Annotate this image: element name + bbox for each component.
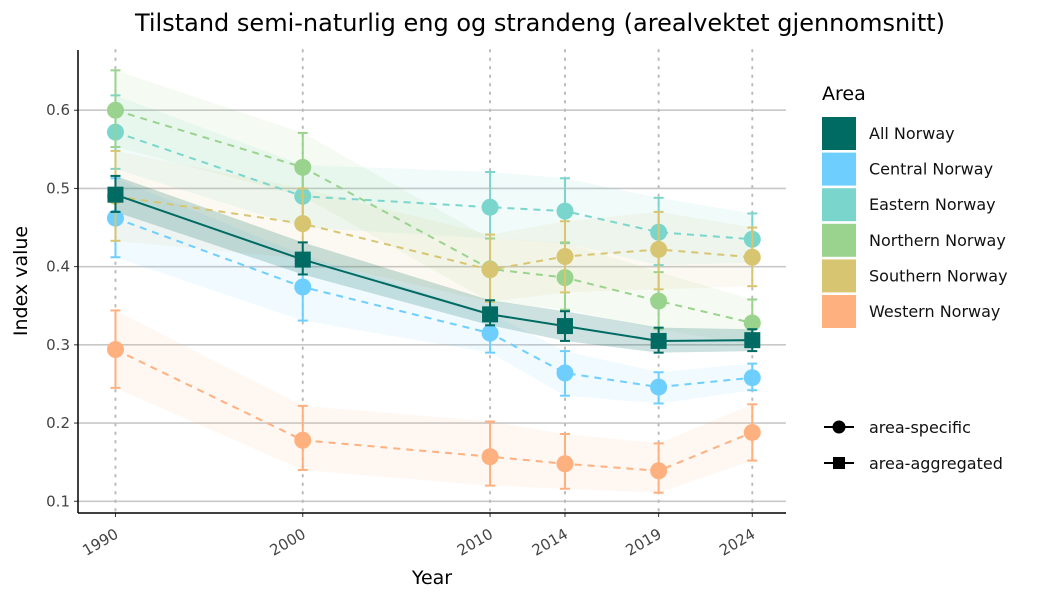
series-line-southern-norway <box>115 195 753 271</box>
ribbon-central-norway <box>115 178 753 404</box>
data-point <box>650 462 668 480</box>
data-point <box>650 292 668 310</box>
legend-key <box>822 259 856 293</box>
ribbon-western-norway <box>115 310 753 493</box>
data-point <box>743 423 761 441</box>
ribbon-eastern-norway <box>115 95 753 266</box>
data-point <box>481 198 499 216</box>
data-point <box>107 186 124 203</box>
data-point <box>294 431 312 449</box>
series-line-western-norway <box>115 348 753 472</box>
series-line-eastern-norway <box>115 131 753 241</box>
ribbon-southern-norway <box>115 150 753 302</box>
data-point <box>106 101 124 119</box>
data-point <box>743 314 761 332</box>
shape-legend-label: area-specific <box>869 418 971 437</box>
data-point <box>650 240 668 258</box>
data-point <box>556 247 574 265</box>
data-point <box>556 364 574 382</box>
data-point <box>743 248 761 266</box>
x-tick-label: 2010 <box>454 525 496 560</box>
chart-title: Tilstand semi-naturlig eng og strandeng … <box>134 9 945 37</box>
shape-legend-label: area-aggregated <box>869 454 1003 473</box>
data-point <box>556 318 573 335</box>
y-tick-label: 0.1 <box>46 492 70 510</box>
data-point <box>556 202 574 220</box>
shape-legend-square-icon <box>833 457 845 469</box>
legend-key <box>822 295 856 328</box>
x-tick-label: 2024 <box>716 525 758 560</box>
data-point <box>294 215 312 233</box>
data-point <box>106 341 124 359</box>
data-point <box>743 369 761 387</box>
legend-label: All Norway <box>869 124 955 143</box>
legend-key <box>822 152 856 186</box>
legend-title: Area <box>822 83 866 105</box>
legend-label: Western Norway <box>869 302 1000 321</box>
legend-key <box>822 188 856 222</box>
x-axis-label: Year <box>411 567 452 589</box>
y-tick-label: 0.3 <box>46 336 70 354</box>
data-point <box>650 332 667 349</box>
data-point <box>481 261 499 279</box>
y-tick-label: 0.6 <box>46 101 70 119</box>
data-point <box>482 306 499 323</box>
legend-key <box>822 223 856 257</box>
legend-label: Eastern Norway <box>869 195 996 214</box>
x-tick-label: 1990 <box>79 525 121 560</box>
data-point <box>481 324 499 342</box>
x-tick-label: 2000 <box>267 525 309 560</box>
legend-label: Central Norway <box>869 160 993 179</box>
ribbon-all-norway <box>115 175 753 353</box>
data-point <box>556 455 574 473</box>
legend-label: Northern Norway <box>869 231 1006 250</box>
series-line-all-norway <box>115 193 753 342</box>
data-point <box>650 378 668 396</box>
data-point <box>294 158 312 176</box>
legend-key <box>822 117 856 150</box>
data-point <box>294 251 311 268</box>
shape-legend-circle-icon <box>832 420 846 434</box>
data-point <box>481 448 499 466</box>
y-tick-label: 0.5 <box>46 179 70 197</box>
y-axis-label: Index value <box>10 226 32 336</box>
legend-label: Southern Norway <box>869 266 1008 285</box>
series-line-northern-norway <box>115 109 753 324</box>
ribbon-northern-norway <box>115 70 753 345</box>
data-point <box>294 278 312 296</box>
data-point <box>744 332 761 349</box>
x-tick-label: 2019 <box>623 525 665 560</box>
y-tick-label: 0.2 <box>46 414 70 432</box>
x-tick-label: 2014 <box>529 525 571 560</box>
y-tick-label: 0.4 <box>46 258 70 276</box>
series-line-central-norway <box>115 217 753 389</box>
